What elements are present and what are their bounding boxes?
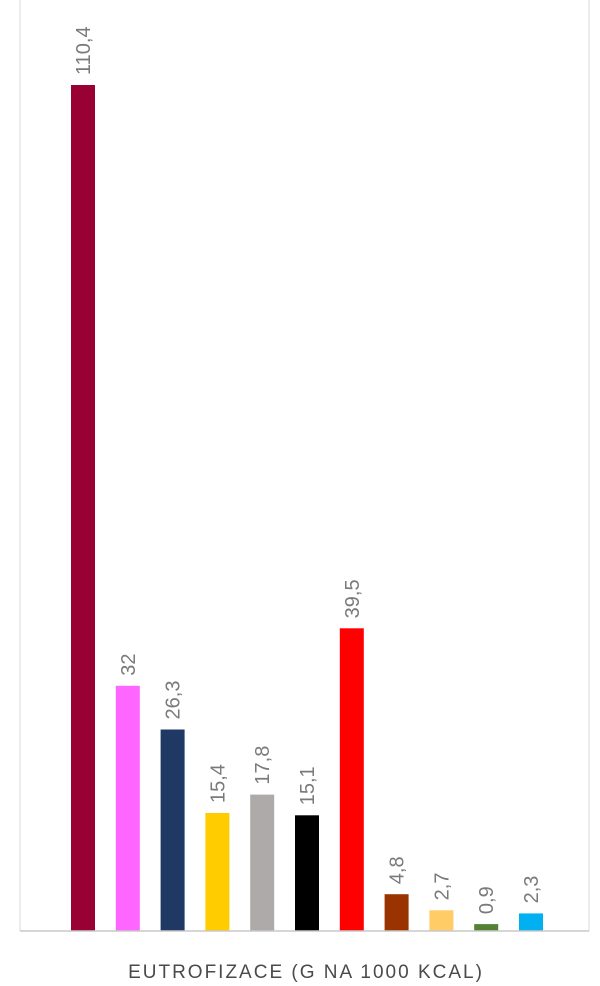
bar-2 <box>115 685 140 931</box>
bar-8 <box>384 894 409 931</box>
bar-10 <box>474 924 499 931</box>
bar-4 <box>205 813 230 931</box>
data-label-11: 2,3 <box>521 876 543 904</box>
x-axis-title: EUTROFIZACE (G NA 1000 KCAL) <box>128 962 484 983</box>
bar-11 <box>519 913 543 931</box>
data-label-6: 15,1 <box>297 766 319 805</box>
data-label-1: 110,4 <box>73 26 95 75</box>
bar-9 <box>429 910 454 931</box>
bar-6 <box>295 815 319 931</box>
bar-7 <box>339 628 364 931</box>
data-label-7: 39,5 <box>342 579 364 618</box>
data-label-10: 0,9 <box>476 886 498 914</box>
data-label-9: 2,7 <box>431 872 453 900</box>
data-label-5: 17,8 <box>252 746 274 785</box>
data-label-group: 110,4 32 26,3 15,4 17,8 15,1 39,5 4,8 2,7 0,9 2,3 <box>73 26 543 914</box>
bar-1 <box>71 85 95 931</box>
data-label-8: 4,8 <box>387 856 409 884</box>
data-label-2: 32 <box>118 654 140 676</box>
data-label-4: 15,4 <box>207 764 229 803</box>
bar-5 <box>250 794 275 931</box>
bar-series <box>71 85 543 931</box>
bar-3 <box>160 729 185 931</box>
data-label-3: 26,3 <box>163 681 185 720</box>
